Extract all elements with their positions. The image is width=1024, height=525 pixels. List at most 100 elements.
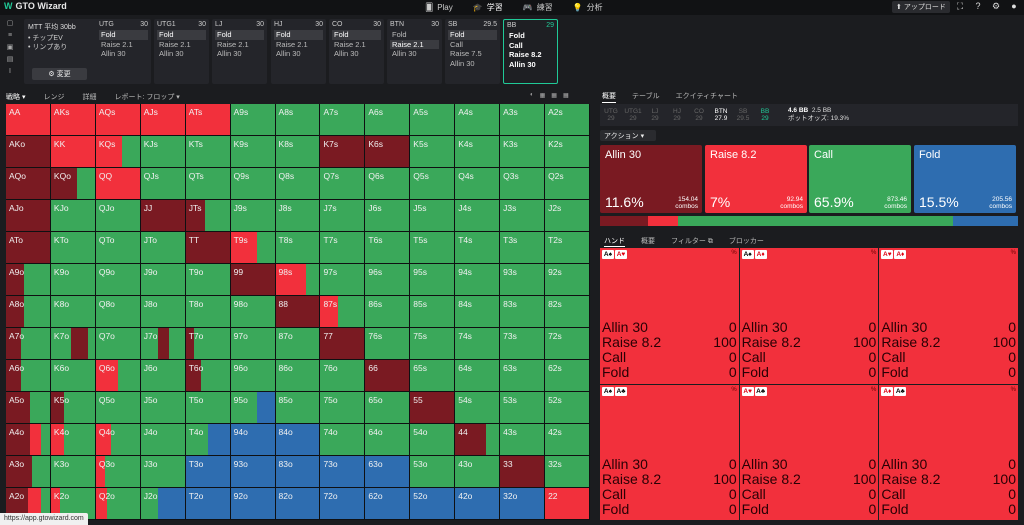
- tab-detail[interactable]: 詳細: [82, 94, 97, 101]
- hand-cell-93s[interactable]: 93s: [500, 264, 546, 296]
- position-action[interactable]: Fold: [274, 30, 323, 40]
- hand-cell-jto[interactable]: JTo: [140, 232, 186, 264]
- hand-cell-52o[interactable]: 52o: [410, 488, 456, 520]
- grid-view-icon[interactable]: ▦: [539, 93, 546, 99]
- hand-cell-t9o[interactable]: T9o: [185, 264, 231, 296]
- hand-cell-85s[interactable]: 85s: [410, 296, 456, 328]
- hand-cell-ajo[interactable]: AJo: [6, 200, 51, 232]
- hand-cell-ajs[interactable]: AJs: [140, 104, 186, 136]
- hand-cell-j9o[interactable]: J9o: [140, 264, 186, 296]
- hand-cell-kqs[interactable]: KQs: [95, 136, 141, 168]
- list-icon[interactable]: ≡: [7, 32, 13, 39]
- hand-cell-t5s[interactable]: T5s: [410, 232, 456, 264]
- hand-cell-ato[interactable]: ATo: [6, 232, 51, 264]
- hand-cell-kk[interactable]: KK: [50, 136, 96, 168]
- hand-cell-88[interactable]: 88: [275, 296, 321, 328]
- hand-cell-k6s[interactable]: K6s: [365, 136, 411, 168]
- gear-icon[interactable]: ⚙: [991, 1, 1001, 11]
- hand-cell-t2o[interactable]: T2o: [185, 488, 231, 520]
- action-dropdown[interactable]: アクション ▾: [600, 130, 656, 141]
- hand-cell-62o[interactable]: 62o: [365, 488, 411, 520]
- hand-cell-a5o[interactable]: A5o: [6, 392, 51, 424]
- hand-cell-j7s[interactable]: J7s: [320, 200, 366, 232]
- hand-cell-98o[interactable]: 98o: [230, 296, 276, 328]
- hand-cell-73s[interactable]: 73s: [500, 328, 546, 360]
- hand-cell-95s[interactable]: 95s: [410, 264, 456, 296]
- hand-cell-a6s[interactable]: A6s: [365, 104, 411, 136]
- hand-cell-q2o[interactable]: Q2o: [95, 488, 141, 520]
- grid-small-icon[interactable]: ▦: [551, 93, 557, 99]
- tab-hand-summary[interactable]: 概要: [641, 238, 655, 245]
- hand-cell-q3o[interactable]: Q3o: [95, 456, 141, 488]
- position-action[interactable]: Allin 30: [217, 49, 242, 58]
- hand-cell-j2o[interactable]: J2o: [140, 488, 186, 520]
- hand-cell-ako[interactable]: AKo: [6, 136, 51, 168]
- hand-cell-a4s[interactable]: A4s: [455, 104, 501, 136]
- hand-cell-t4s[interactable]: T4s: [455, 232, 501, 264]
- percent-toggle[interactable]: %: [1010, 386, 1016, 393]
- hand-cell-j2s[interactable]: J2s: [545, 200, 590, 232]
- hand-cell-65o[interactable]: 65o: [365, 392, 411, 424]
- hand-cell-a9o[interactable]: A9o: [6, 264, 51, 296]
- position-card-utg1[interactable]: UTG1 30 Fold Raise 2.1 Allin 30: [154, 19, 209, 84]
- hand-cell-96o[interactable]: 96o: [230, 360, 276, 392]
- hand-cell-k8s[interactable]: K8s: [275, 136, 321, 168]
- action-box-call[interactable]: Call 65.9% 873.46 combos: [809, 145, 911, 213]
- hand-cell-74o[interactable]: 74o: [320, 424, 366, 456]
- user-icon[interactable]: ●: [1011, 1, 1017, 11]
- hand-cell-t3s[interactable]: T3s: [500, 232, 546, 264]
- hand-cell-k4s[interactable]: K4s: [455, 136, 501, 168]
- hand-cell-q4s[interactable]: Q4s: [455, 168, 501, 200]
- position-action[interactable]: Raise 2.1: [217, 39, 249, 49]
- position-action[interactable]: Fold: [99, 30, 148, 40]
- position-action[interactable]: Raise 8.2: [509, 50, 542, 59]
- hand-cell-j5o[interactable]: J5o: [140, 392, 186, 424]
- hand-cell-k8o[interactable]: K8o: [50, 296, 96, 328]
- position-action[interactable]: Raise 2.1: [334, 39, 366, 49]
- hand-cell-k5o[interactable]: K5o: [50, 392, 96, 424]
- hand-cell-k7o[interactable]: K7o: [50, 328, 96, 360]
- hand-cell-87o[interactable]: 87o: [275, 328, 321, 360]
- cursor-icon[interactable]: I: [9, 68, 11, 75]
- hand-cell-87s[interactable]: 87s: [320, 296, 366, 328]
- hand-cell-t5o[interactable]: T5o: [185, 392, 231, 424]
- position-card-utg[interactable]: UTG 30 Fold Raise 2.1 Allin 30: [96, 19, 151, 84]
- fullscreen-icon[interactable]: ⛶: [956, 1, 964, 11]
- hand-cell-72s[interactable]: 72s: [545, 328, 590, 360]
- position-card-sb[interactable]: SB 29.5 Fold Call Raise 7.5 Allin 30: [445, 19, 500, 84]
- hand-cell-42o[interactable]: 42o: [455, 488, 501, 520]
- hand-cell-jj[interactable]: JJ: [140, 200, 186, 232]
- hand-cell-52s[interactable]: 52s: [545, 392, 590, 424]
- copy-icon[interactable]: ▢: [6, 20, 14, 27]
- hand-cell-63o[interactable]: 63o: [365, 456, 411, 488]
- hand-cell-q4o[interactable]: Q4o: [95, 424, 141, 456]
- hand-cell-qto[interactable]: QTo: [95, 232, 141, 264]
- hand-cell-aqs[interactable]: AQs: [95, 104, 141, 136]
- hand-cell-53s[interactable]: 53s: [500, 392, 546, 424]
- hand-cell-97s[interactable]: 97s: [320, 264, 366, 296]
- position-action[interactable]: Allin 30: [392, 49, 417, 58]
- hand-cell-t6s[interactable]: T6s: [365, 232, 411, 264]
- action-box-allin-30[interactable]: Allin 30 11.6% 154.04 combos: [600, 145, 702, 213]
- hand-cell-a2o[interactable]: A2o: [6, 488, 51, 520]
- hand-cell-32s[interactable]: 32s: [545, 456, 590, 488]
- position-action[interactable]: Fold: [448, 30, 497, 40]
- hand-cell-76s[interactable]: 76s: [365, 328, 411, 360]
- hand-cell-92o[interactable]: 92o: [230, 488, 276, 520]
- hand-cell-aks[interactable]: AKs: [50, 104, 96, 136]
- position-card-lj[interactable]: LJ 30 Fold Raise 2.1 Allin 30: [212, 19, 267, 84]
- hand-cell-aa[interactable]: AA: [6, 104, 51, 136]
- hand-cell-k9s[interactable]: K9s: [230, 136, 276, 168]
- grid-large-icon[interactable]: ▦: [562, 93, 569, 99]
- tab-filter[interactable]: フィルター ⧉: [671, 238, 713, 245]
- tab-strategy[interactable]: 戦略 ▾: [6, 94, 26, 101]
- hand-cell-75s[interactable]: 75s: [410, 328, 456, 360]
- position-action[interactable]: Allin 30: [101, 49, 126, 58]
- position-action[interactable]: Call: [450, 39, 463, 49]
- hand-cell-43s[interactable]: 43s: [500, 424, 546, 456]
- hand-cell-54o[interactable]: 54o: [410, 424, 456, 456]
- hand-cell-q7s[interactable]: Q7s: [320, 168, 366, 200]
- position-action[interactable]: Raise 2.1: [390, 39, 439, 49]
- hand-cell-q9s[interactable]: Q9s: [230, 168, 276, 200]
- pie-view-icon[interactable]: ◐: [530, 92, 534, 98]
